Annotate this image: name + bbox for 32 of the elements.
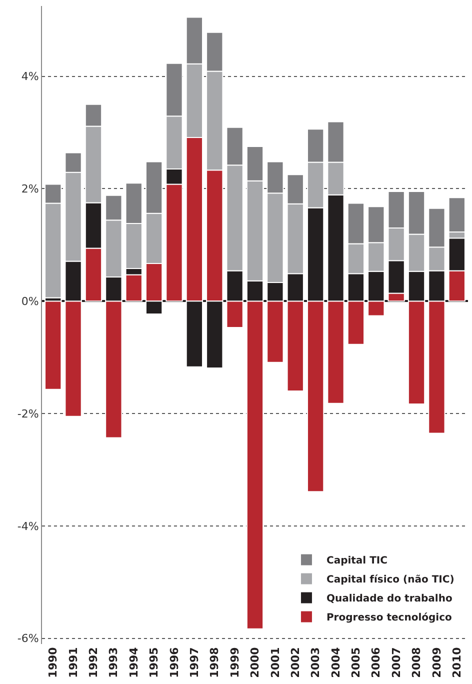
x-tick-label: 2004 — [329, 646, 342, 678]
x-tick-label: 2007 — [390, 647, 403, 678]
x-tick-label: 2008 — [410, 647, 424, 678]
x-tick-label: 2010 — [450, 646, 464, 678]
x-tick-label: 2001 — [268, 647, 282, 678]
x-tick-label: 2009 — [430, 647, 444, 678]
x-tick-label: 1997 — [188, 647, 202, 678]
bar — [44, 300, 62, 390]
x-tick-label: 1995 — [148, 647, 161, 678]
x-tick-label: 2000 — [248, 646, 262, 678]
y-tick-label: -2% — [17, 407, 39, 420]
x-tick-label: 1993 — [107, 647, 120, 678]
x-tick-label: 2005 — [350, 647, 363, 678]
x-tick-label: 2006 — [370, 646, 383, 678]
legend-label: Progresso tecnológico — [326, 612, 452, 624]
legend-label: Capital TIC — [326, 556, 388, 567]
x-tick-label: 2002 — [288, 647, 302, 678]
x-tick-label: 2003 — [309, 647, 322, 678]
y-tick-label: -6% — [17, 632, 39, 646]
y-tick-label: 2% — [21, 182, 39, 196]
x-tick-label: 1996 — [168, 646, 181, 678]
x-tick-label: 1990 — [46, 646, 60, 678]
x-tick-label: 1992 — [87, 647, 100, 678]
legend-label: Capital físico (não TIC) — [326, 574, 454, 586]
legend-label: Qualidade do trabalho — [326, 594, 452, 605]
x-tick-label: 1994 — [127, 646, 140, 678]
y-tick-label: -4% — [17, 520, 39, 533]
y-tick-label: 0% — [21, 294, 39, 308]
y-tick-label: 4% — [21, 70, 39, 84]
x-tick-label: 1999 — [228, 647, 242, 678]
x-tick-label: 1991 — [66, 647, 80, 678]
x-tick-label: 1998 — [208, 647, 222, 678]
